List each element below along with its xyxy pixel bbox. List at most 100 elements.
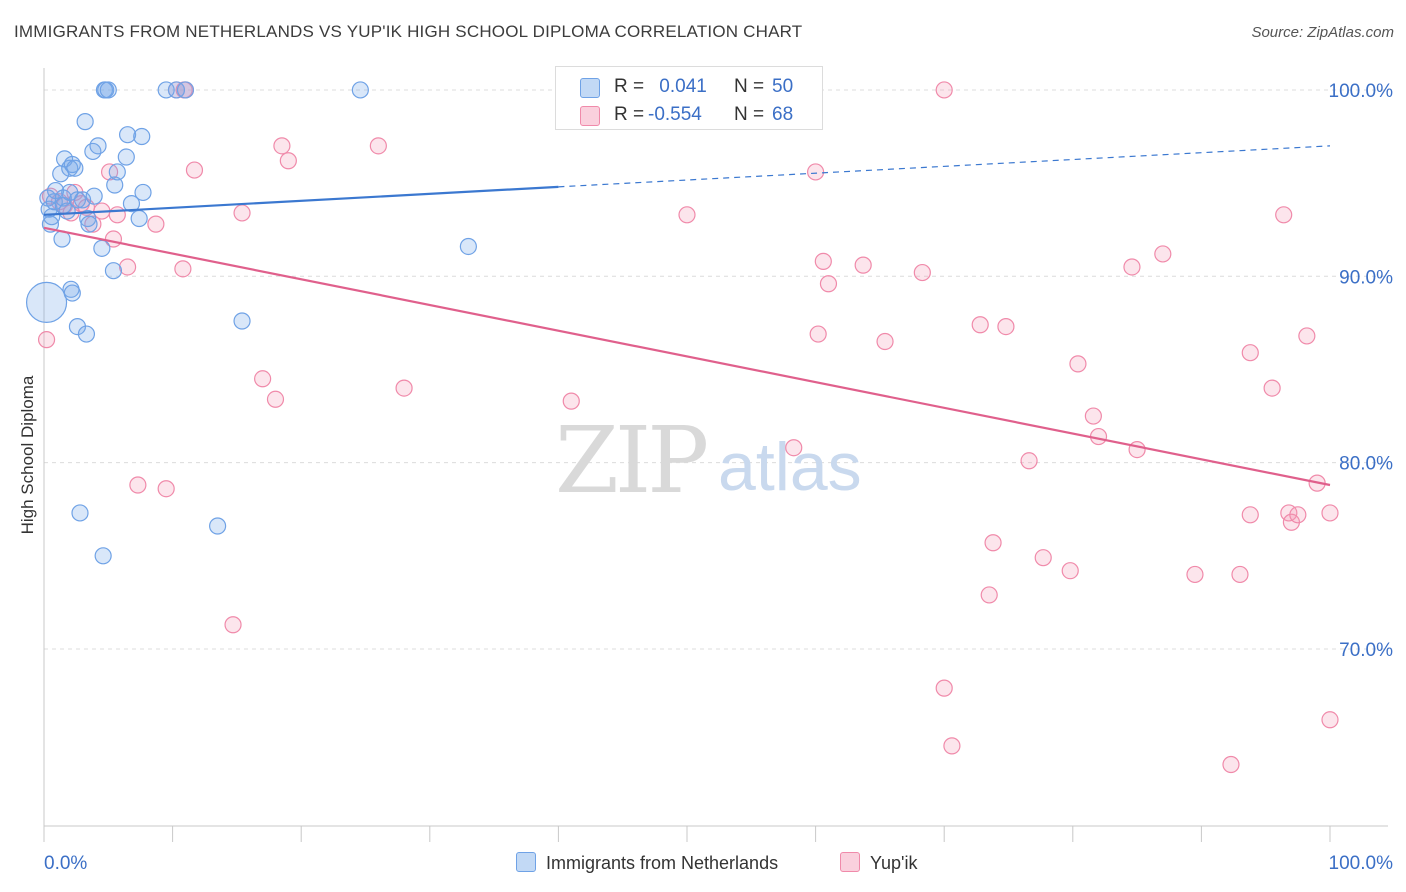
yupik-point	[1154, 245, 1172, 263]
netherlands-trend-dashed	[558, 145, 1331, 188]
bottom-legend-swatch-pink	[840, 852, 860, 872]
yupik-point	[1289, 506, 1307, 524]
yupik-point	[1222, 755, 1240, 774]
y-tick-label: 80.0%	[1339, 454, 1393, 475]
yupik-point	[266, 390, 285, 408]
yupik-point	[819, 275, 838, 293]
netherlands-point	[122, 195, 141, 213]
correlation-legend: R = 0.041 N = 50 R = -0.554 N = 68	[555, 66, 823, 130]
netherlands-point	[104, 262, 123, 280]
yupik-point	[224, 616, 242, 634]
yupik-point	[1186, 565, 1204, 584]
legend-swatch-blue	[580, 78, 600, 98]
chart-title: IMMIGRANTS FROM NETHERLANDS VS YUP'IK HI…	[14, 22, 803, 41]
yupik-point	[369, 137, 387, 155]
yupik-point	[1123, 258, 1141, 276]
legend-row-netherlands: R = 0.041 N = 50	[556, 73, 822, 101]
yupik-point	[1275, 206, 1293, 224]
bottom-legend-label: Immigrants from Netherlands	[546, 853, 779, 873]
yupik-point	[395, 379, 413, 397]
netherlands-point	[76, 113, 94, 131]
yupik-point	[935, 679, 953, 697]
netherlands-point	[233, 312, 251, 330]
yupik-point	[854, 256, 872, 274]
netherlands-point	[63, 284, 81, 302]
y-tick-label: 90.0%	[1339, 267, 1393, 288]
series-netherlands-points	[25, 81, 477, 565]
yupik-point	[935, 81, 953, 99]
netherlands-point	[209, 517, 227, 535]
trend-lines	[43, 145, 1331, 487]
series-yupik-points	[37, 81, 1339, 774]
yupik-point	[108, 206, 126, 224]
netherlands-point	[134, 183, 152, 202]
watermark-zip: ZIP	[555, 407, 706, 514]
netherlands-point	[93, 239, 111, 257]
watermark-atlas: atlas	[718, 429, 862, 505]
yupik-trend-line	[43, 226, 1331, 487]
yupik-point	[913, 263, 931, 282]
netherlands-point	[99, 81, 117, 99]
netherlands-point	[130, 209, 148, 228]
netherlands-point	[77, 325, 96, 343]
yupik-point	[984, 534, 1002, 552]
legend-n-label: N =	[734, 104, 765, 125]
netherlands-point	[80, 215, 98, 233]
legend-r-label: R =	[614, 104, 645, 125]
yupik-point	[233, 204, 251, 222]
grid-lines	[44, 89, 1388, 650]
yupik-point	[876, 332, 894, 351]
yupik-point	[971, 316, 989, 334]
netherlands-point	[118, 126, 137, 144]
axes	[43, 68, 1388, 842]
legend-r-value: 0.041	[654, 76, 707, 97]
y-axis-label: High School Diploma	[18, 375, 37, 535]
yupik-point	[1241, 506, 1259, 524]
netherlands-point	[68, 191, 87, 209]
source-label: Source: ZipAtlas.com	[1251, 24, 1394, 41]
legend-n-label: N =	[734, 76, 765, 97]
netherlands-trend-solid	[43, 185, 559, 216]
netherlands-point	[351, 81, 369, 99]
yupik-point	[273, 137, 291, 155]
yupik-point	[980, 586, 998, 604]
yupik-point	[157, 480, 175, 498]
yupik-point	[1084, 407, 1102, 425]
yupik-point	[1061, 562, 1079, 580]
yupik-point	[806, 163, 825, 181]
yupik-point	[1034, 549, 1052, 567]
yupik-point	[174, 260, 192, 278]
yupik-point	[147, 215, 165, 233]
yupik-point	[1321, 504, 1339, 522]
legend-n-value: 50	[772, 76, 794, 97]
yupik-point	[129, 476, 147, 494]
legend-row-yupik: R = -0.554 N = 68	[556, 101, 822, 129]
netherlands-point	[43, 208, 61, 226]
bottom-legend-netherlands: Immigrants from Netherlands	[516, 852, 778, 874]
bottom-legend-swatch-blue	[516, 852, 536, 872]
netherlands-point	[94, 547, 112, 565]
netherlands-point	[79, 209, 97, 228]
netherlands-point	[85, 187, 103, 205]
netherlands-point	[108, 163, 126, 181]
yupik-point	[562, 392, 580, 410]
yupik-point	[1069, 355, 1087, 373]
yupik-point	[1321, 711, 1339, 729]
yupik-point	[785, 439, 803, 457]
yupik-point	[1241, 344, 1259, 362]
y-tick-label: 100.0%	[1329, 81, 1394, 102]
yupik-point	[279, 152, 297, 170]
legend-swatch-pink	[580, 106, 600, 126]
yupik-point	[809, 325, 827, 343]
yupik-point	[1128, 440, 1146, 459]
yupik-point	[1020, 452, 1038, 470]
netherlands-point	[106, 176, 124, 194]
legend-r-label: R =	[614, 76, 645, 97]
yupik-point	[1263, 379, 1281, 397]
yupik-point	[814, 252, 832, 270]
yupik-point	[943, 737, 961, 755]
netherlands-point	[176, 81, 195, 99]
netherlands-point	[71, 504, 89, 522]
watermark: ZIP atlas	[555, 407, 862, 514]
